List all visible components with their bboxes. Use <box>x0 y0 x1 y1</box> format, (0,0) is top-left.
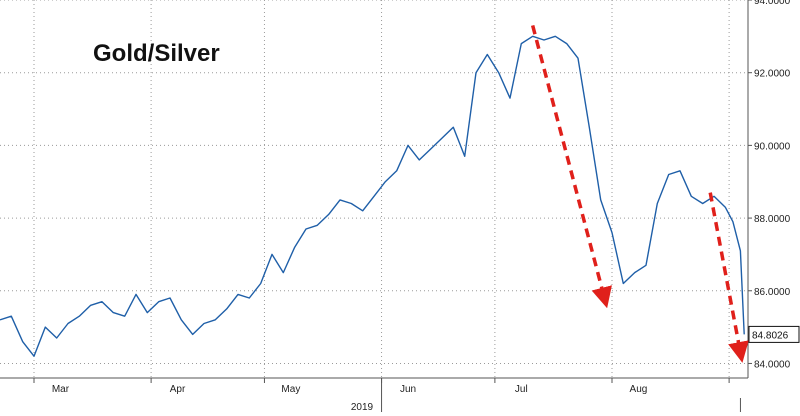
y-tick-label: 84.0000 <box>754 359 791 370</box>
x-tick-label: May <box>281 384 300 395</box>
last-value-label: 84.8026 <box>752 330 789 341</box>
x-axis-ticks: Mar Apr May Jun Jul Aug <box>33 378 741 412</box>
y-axis-ticks: 94.0000 92.0000 90.0000 88.0000 86.0000 84.00… <box>748 0 791 370</box>
trend-arrow <box>708 192 749 363</box>
series-layer <box>0 35 745 357</box>
x-tick-label: Apr <box>170 384 186 395</box>
series-line <box>0 35 745 357</box>
chart-title: Gold/Silver <box>93 40 220 67</box>
x-tick-label: Jun <box>400 384 416 395</box>
x-tick-label: Jul <box>515 384 528 395</box>
y-tick-label: 90.0000 <box>754 141 791 152</box>
y-tick-label: 94.0000 <box>754 0 791 7</box>
last-value-tag: 84.8026 <box>748 325 800 343</box>
trend-arrow <box>530 24 612 309</box>
y-tick-label: 92.0000 <box>754 69 791 80</box>
last-value-box <box>748 325 800 343</box>
y-tick-label: 88.0000 <box>754 214 791 225</box>
grid-lines <box>0 0 748 378</box>
x-tick-label: Mar <box>52 384 70 395</box>
year-label: 2019 <box>351 402 374 413</box>
annotation-layer <box>530 24 749 363</box>
y-tick-label: 86.0000 <box>754 287 791 298</box>
x-tick-label: Aug <box>630 384 648 395</box>
